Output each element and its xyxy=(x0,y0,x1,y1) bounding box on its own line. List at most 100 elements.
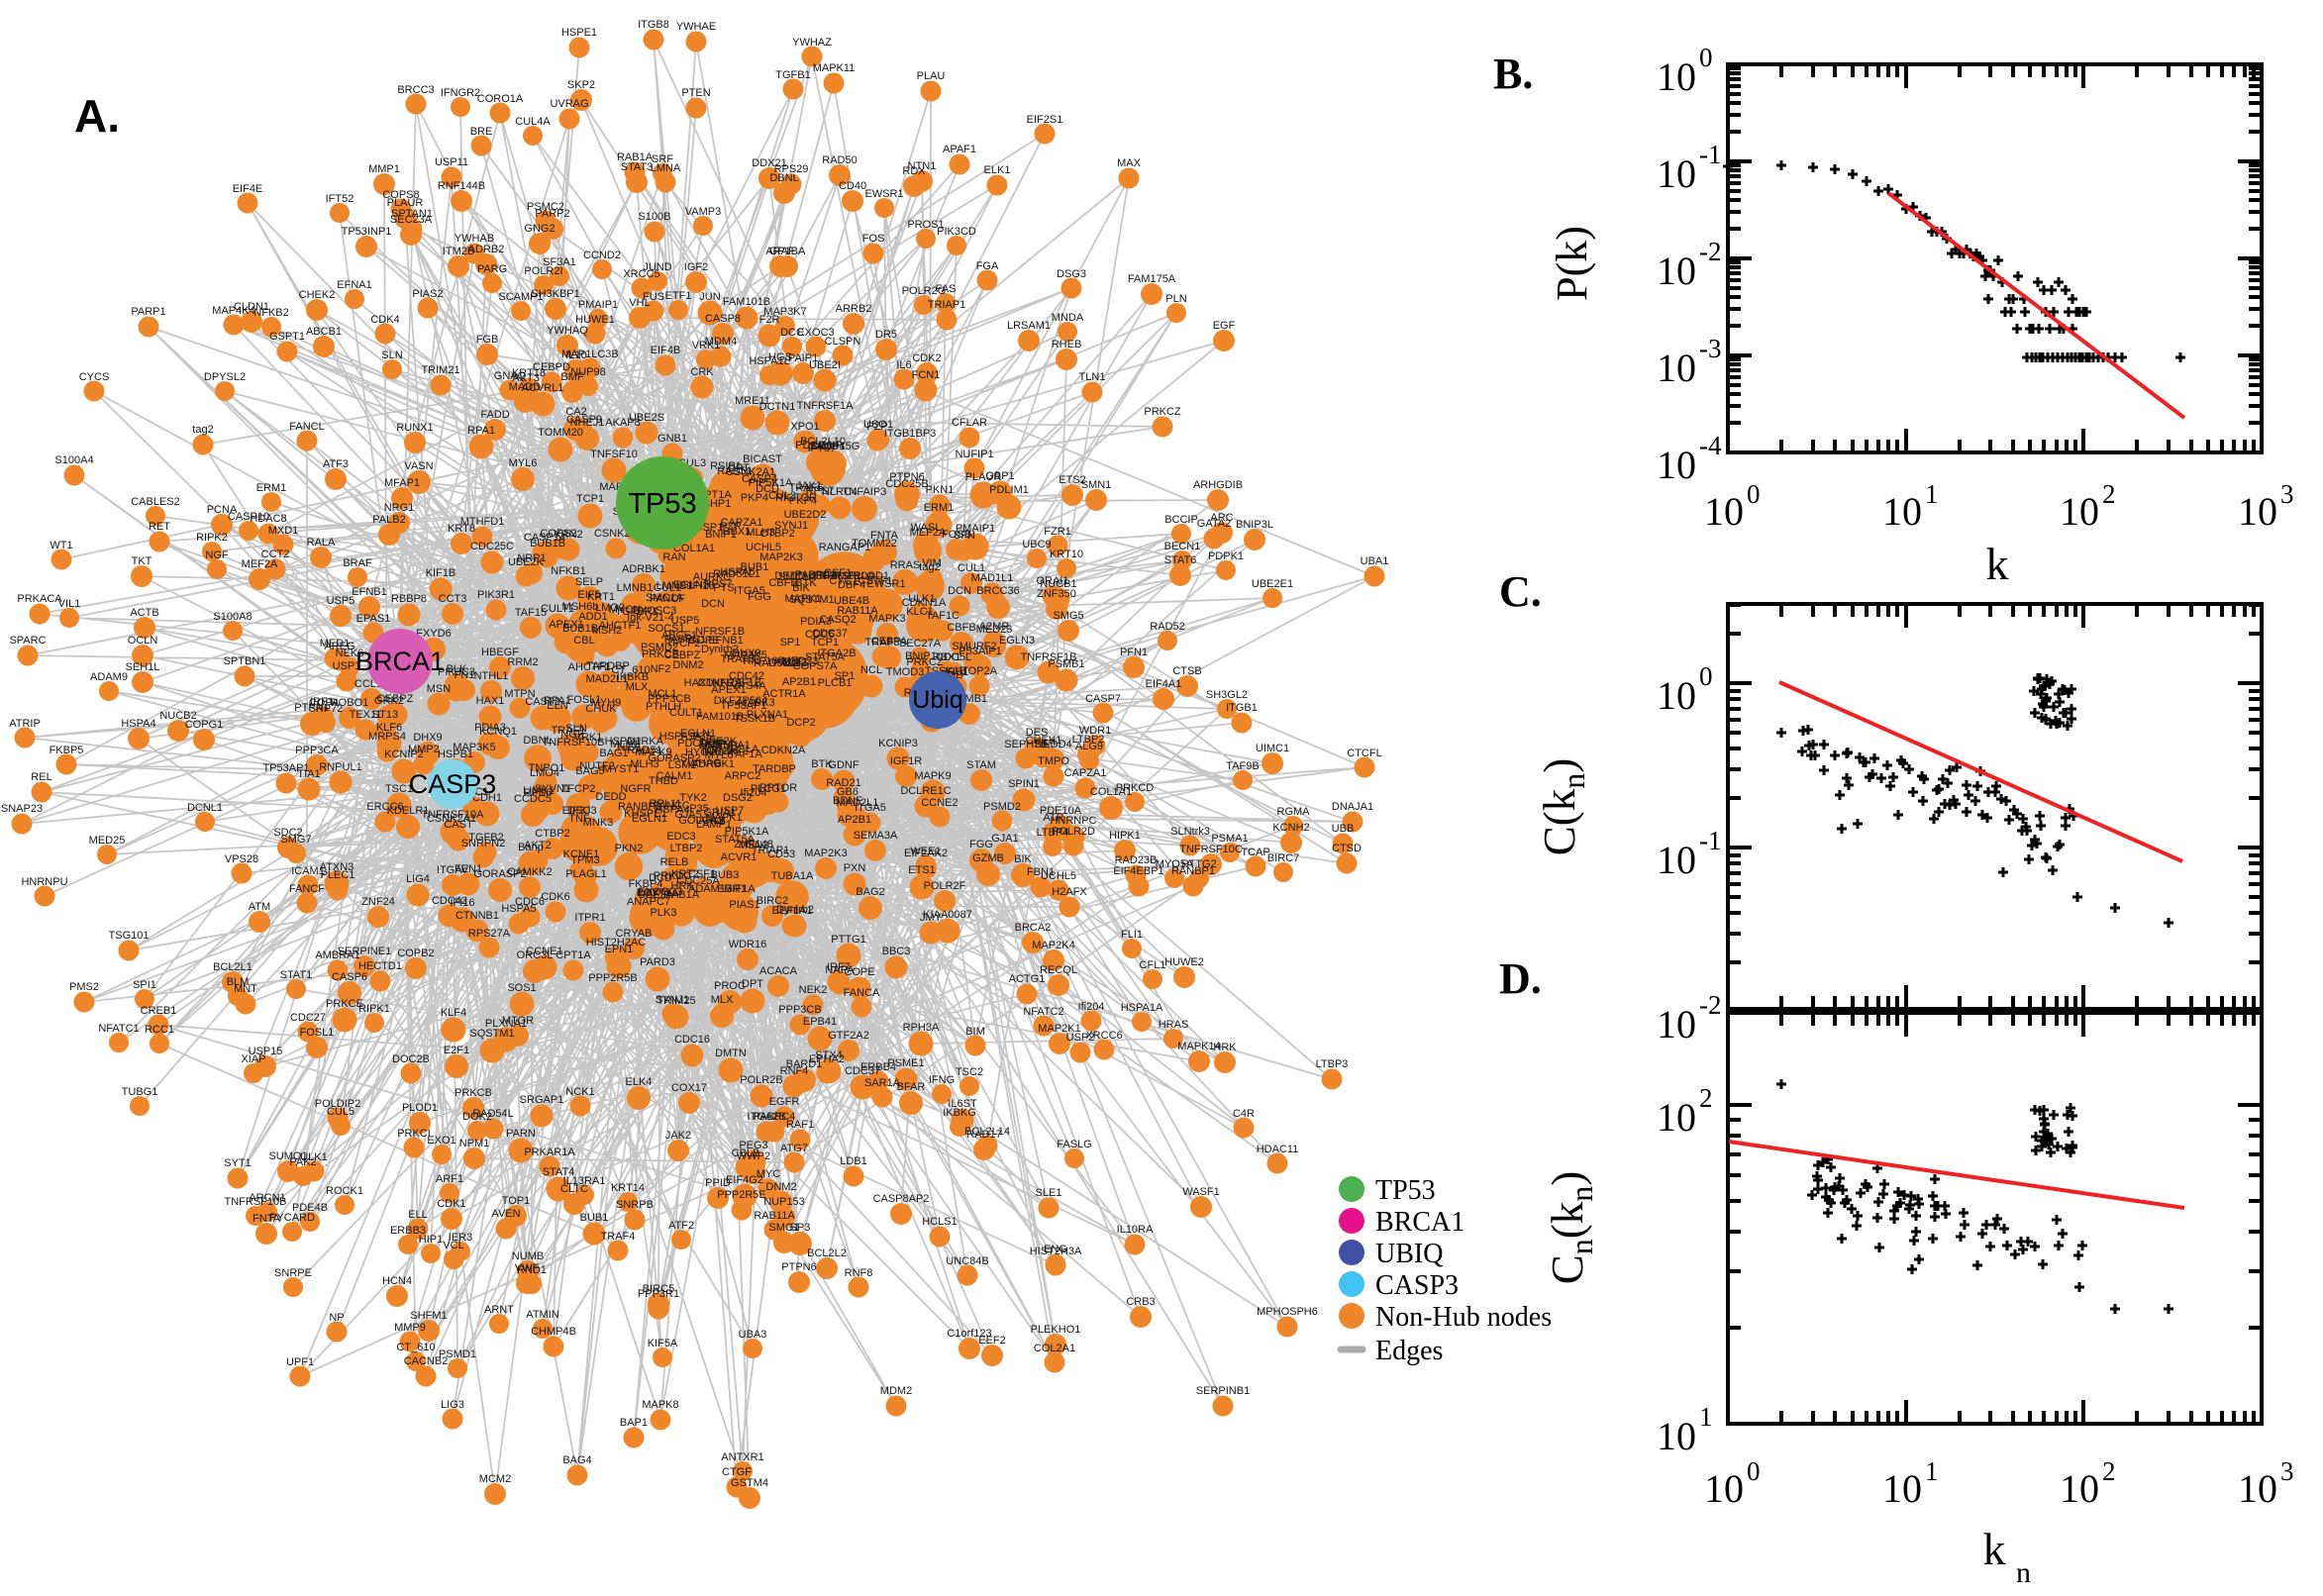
svg-text:RAB1A: RAB1A xyxy=(663,889,700,901)
svg-text:ARCN1: ARCN1 xyxy=(249,1192,285,1204)
svg-text:PTPN6: PTPN6 xyxy=(889,471,924,483)
svg-text:POLR2B: POLR2B xyxy=(740,1074,782,1086)
svg-text:HIST2H3A: HIST2H3A xyxy=(1030,1246,1082,1257)
svg-text:BUB1B: BUB1B xyxy=(562,623,598,635)
svg-text:BCCIP: BCCIP xyxy=(1164,514,1198,526)
svg-text:PSME1: PSME1 xyxy=(887,1057,924,1069)
svg-text:COL2A1: COL2A1 xyxy=(1034,1343,1075,1354)
svg-text:MNK3: MNK3 xyxy=(583,817,614,829)
svg-text:YWHAB: YWHAB xyxy=(454,233,494,245)
svg-text:PIK3C3: PIK3C3 xyxy=(438,666,475,678)
svg-text:10: 10 xyxy=(1657,1414,1696,1458)
svg-text:PRKDC: PRKDC xyxy=(654,870,692,882)
svg-text:DCP2: DCP2 xyxy=(786,717,815,729)
svg-text:HSPA4: HSPA4 xyxy=(121,718,155,730)
svg-text:COPS8: COPS8 xyxy=(382,189,419,201)
svg-text:CDKN2A: CDKN2A xyxy=(761,745,806,756)
svg-text:MED25: MED25 xyxy=(89,835,126,847)
svg-text:EEF2: EEF2 xyxy=(978,1335,1006,1347)
svg-text:PPP3CB: PPP3CB xyxy=(778,1004,821,1016)
svg-text:EGLN3: EGLN3 xyxy=(673,579,709,591)
svg-text:DES: DES xyxy=(1026,727,1049,739)
svg-text:NEK6: NEK6 xyxy=(336,648,364,659)
svg-text:GDNF: GDNF xyxy=(828,759,858,771)
svg-text:RNPUL1: RNPUL1 xyxy=(319,761,361,773)
svg-text:WASL: WASL xyxy=(911,522,942,534)
svg-text:BLM: BLM xyxy=(227,976,250,988)
svg-text:FBN1: FBN1 xyxy=(1027,866,1055,878)
svg-text:AURKC: AURKC xyxy=(693,571,732,583)
svg-text:ARPC2: ARPC2 xyxy=(725,770,761,782)
svg-text:NTHL1: NTHL1 xyxy=(474,670,509,682)
svg-text:HNRNPC: HNRNPC xyxy=(1050,815,1096,827)
svg-text:PDE4B: PDE4B xyxy=(292,1202,328,1214)
svg-text:AP2B1: AP2B1 xyxy=(838,814,871,826)
svg-text:-4: -4 xyxy=(1699,431,1722,460)
svg-text:ARNT: ARNT xyxy=(484,1304,514,1316)
svg-text:CD40: CD40 xyxy=(839,180,866,192)
svg-text:CDC42: CDC42 xyxy=(729,670,764,682)
svg-text:0: 0 xyxy=(1747,479,1761,509)
svg-text:RELA: RELA xyxy=(731,744,759,755)
svg-text:PLEC1: PLEC1 xyxy=(321,869,355,881)
svg-text:DBNL: DBNL xyxy=(769,172,798,184)
svg-text:HIP1: HIP1 xyxy=(419,1234,443,1246)
svg-text:BRCA1: BRCA1 xyxy=(1375,1207,1464,1238)
svg-text:USP7: USP7 xyxy=(716,805,745,817)
svg-text:0: 0 xyxy=(1699,661,1713,691)
svg-text:MTOR: MTOR xyxy=(502,1015,534,1027)
svg-text:RET: RET xyxy=(149,521,170,533)
svg-text:ANTXR1: ANTXR1 xyxy=(721,1451,763,1463)
svg-text:IFI16: IFI16 xyxy=(450,897,474,909)
svg-text:NGF: NGF xyxy=(560,729,584,741)
svg-text:USP11: USP11 xyxy=(435,156,468,168)
svg-text:UCHL5: UCHL5 xyxy=(1041,870,1076,882)
svg-text:SMG5: SMG5 xyxy=(1053,610,1083,622)
svg-text:MAPK11: MAPK11 xyxy=(813,62,856,74)
svg-text:RPA1: RPA1 xyxy=(467,425,495,437)
svg-text:CABLES2: CABLES2 xyxy=(131,496,180,508)
svg-text:VRK1: VRK1 xyxy=(574,732,603,744)
svg-text:NLRC4: NLRC4 xyxy=(822,486,858,498)
svg-text:MAPK9: MAPK9 xyxy=(635,747,671,758)
svg-text:RGMA: RGMA xyxy=(1277,806,1311,818)
svg-text:MAPK1: MAPK1 xyxy=(784,593,821,605)
svg-text:BMF: BMF xyxy=(560,371,584,383)
svg-text:SOS1: SOS1 xyxy=(507,982,536,994)
svg-text:CUL1: CUL1 xyxy=(958,562,985,574)
svg-text:CT_610: CT_610 xyxy=(396,1342,435,1353)
svg-text:JAK1: JAK1 xyxy=(796,480,822,492)
svg-text:UNC84B: UNC84B xyxy=(946,1255,988,1267)
svg-text:RANBP2: RANBP2 xyxy=(618,801,661,813)
svg-text:MED23: MED23 xyxy=(782,655,819,667)
svg-text:VRK1: VRK1 xyxy=(692,340,721,351)
svg-text:MCM2: MCM2 xyxy=(479,1473,511,1485)
svg-text:BAG1: BAG1 xyxy=(599,748,628,759)
svg-text:EIF4E: EIF4E xyxy=(233,183,263,195)
svg-text:CTNNB1: CTNNB1 xyxy=(455,910,499,922)
svg-text:PRKCZ: PRKCZ xyxy=(906,656,944,668)
svg-text:10: 10 xyxy=(1882,1466,1922,1511)
svg-text:CDK6: CDK6 xyxy=(541,891,569,903)
svg-text:n: n xyxy=(2016,1556,2031,1589)
svg-text:CRK: CRK xyxy=(690,366,714,378)
svg-text:PTS: PTS xyxy=(713,582,734,594)
svg-text:MAP3K7: MAP3K7 xyxy=(763,306,806,318)
svg-text:HCN4: HCN4 xyxy=(382,1275,412,1287)
svg-text:CDC16: CDC16 xyxy=(674,1034,710,1046)
svg-text:SOCS1: SOCS1 xyxy=(648,623,684,635)
svg-text:RCC1: RCC1 xyxy=(145,1024,174,1036)
svg-text:MLX: MLX xyxy=(626,681,649,693)
svg-text:CAST2: CAST2 xyxy=(525,696,559,708)
svg-text:C(kn): C(kn) xyxy=(1535,758,1591,856)
svg-text:MAD1L1: MAD1L1 xyxy=(971,572,1014,584)
svg-text:GZMB: GZMB xyxy=(972,852,1004,864)
svg-text:PPP2R5B: PPP2R5B xyxy=(588,972,638,984)
svg-text:NPM1: NPM1 xyxy=(459,1138,490,1149)
svg-text:EFNA1: EFNA1 xyxy=(337,279,371,291)
svg-text:NUFIP1: NUFIP1 xyxy=(955,449,993,460)
svg-text:TRAF1: TRAF1 xyxy=(552,725,586,737)
svg-text:ADAM9: ADAM9 xyxy=(90,671,128,683)
svg-text:KLF4: KLF4 xyxy=(441,1007,466,1019)
svg-text:BIRC7: BIRC7 xyxy=(1267,852,1299,864)
